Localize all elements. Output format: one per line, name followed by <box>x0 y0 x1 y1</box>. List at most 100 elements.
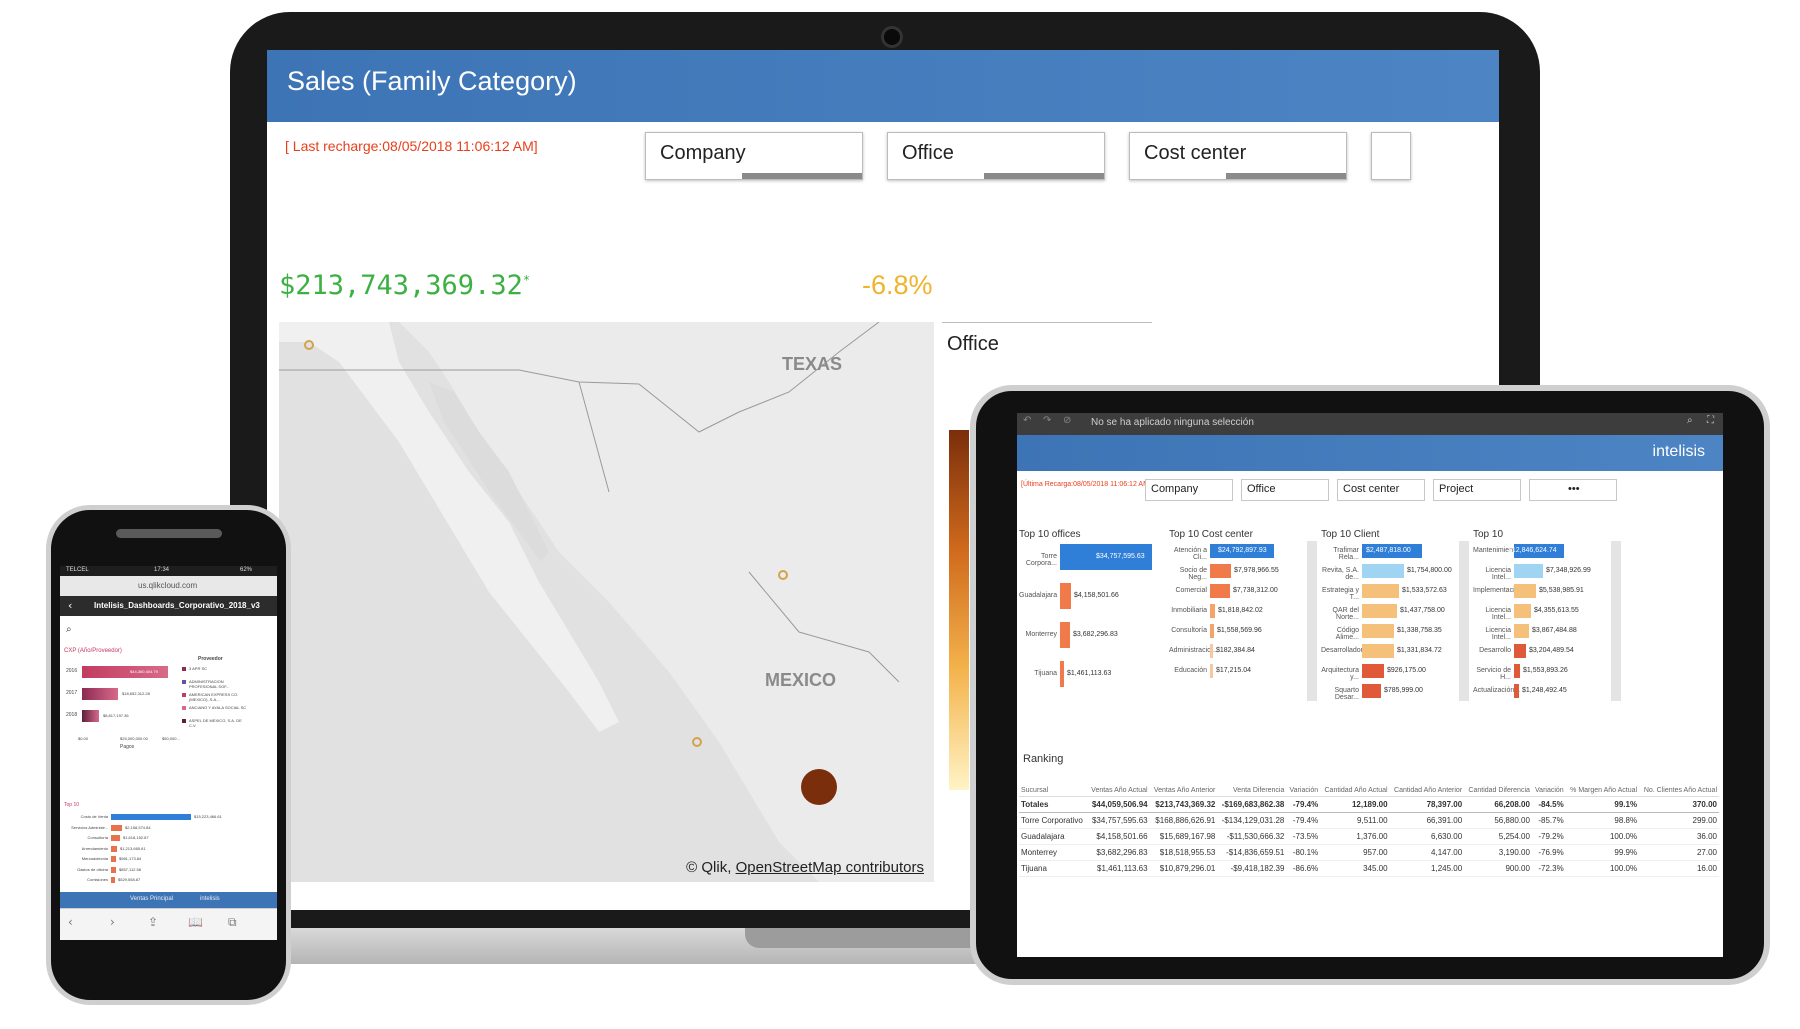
top10-bar[interactable] <box>111 845 117 852</box>
chart-scrollbar[interactable] <box>1459 541 1469 701</box>
bar[interactable] <box>1514 544 1564 558</box>
table-row[interactable]: Guadalajara $4,158,501.66 $15,689,167.98 -$… <box>1019 828 1719 845</box>
bar[interactable] <box>1362 684 1381 698</box>
bar[interactable] <box>1210 584 1230 598</box>
bar-label: Licencia Intel... <box>1485 627 1511 641</box>
top10-bar[interactable] <box>111 824 122 831</box>
top10-bar[interactable] <box>111 877 115 883</box>
legend-item[interactable]: 3 APR SC <box>189 666 208 671</box>
tablet-filter-cost-center[interactable]: Cost center <box>1337 479 1425 501</box>
bar[interactable] <box>1514 564 1543 578</box>
col-header[interactable]: No. Clientes Año Actual <box>1639 770 1719 797</box>
filter-more[interactable] <box>1371 132 1411 180</box>
url-bar[interactable]: us.qlikcloud.com <box>60 576 277 596</box>
legend-item[interactable]: ADMINISTRACION PROFESIONAL SOF... <box>189 679 230 689</box>
filter-cost-center[interactable]: Cost center <box>1129 132 1347 180</box>
bar[interactable] <box>1362 644 1394 658</box>
bar[interactable] <box>1362 624 1394 638</box>
table-cell: 66,391.00 <box>1389 812 1465 829</box>
cxp-bar[interactable] <box>82 688 118 700</box>
chart-scrollbar[interactable] <box>1307 541 1317 701</box>
top10-bar[interactable] <box>111 814 191 820</box>
tablet-filter-project[interactable]: Project <box>1433 479 1521 501</box>
osm-link[interactable]: OpenStreetMap contributors <box>735 859 924 876</box>
tablet-filter-company[interactable]: Company <box>1145 479 1233 501</box>
filter-company-label: Company <box>660 142 746 164</box>
search-icon[interactable]: ⌕ <box>1687 415 1693 426</box>
col-header[interactable]: Cantidad Año Actual <box>1320 770 1390 797</box>
map-point[interactable] <box>778 570 788 580</box>
col-header[interactable]: Cantidad Diferencia <box>1464 770 1532 797</box>
col-header[interactable]: Venta Diferencia <box>1217 770 1287 797</box>
col-header[interactable]: % Margen Año Actual <box>1565 770 1640 797</box>
bar[interactable] <box>1514 624 1529 638</box>
bar[interactable] <box>1362 544 1422 558</box>
cxp-bar[interactable] <box>82 710 99 722</box>
bar[interactable] <box>1514 644 1526 658</box>
back-icon[interactable]: ↶ <box>1023 415 1032 426</box>
bar[interactable] <box>1210 544 1274 558</box>
top10-value: $1,213,665.61 <box>120 845 146 851</box>
table-row[interactable]: Monterrey $3,682,296.83 $18,518,955.53 -$14… <box>1019 844 1719 861</box>
map-point[interactable] <box>304 340 314 350</box>
bar[interactable] <box>1060 544 1152 570</box>
bar[interactable] <box>1514 684 1519 698</box>
col-header[interactable]: Ventas Año Anterior <box>1149 770 1218 797</box>
search-icon[interactable]: ⌕ <box>66 624 72 635</box>
bar-value: $3,682,296.83 <box>1073 631 1118 638</box>
top10-label: Arrendamiento <box>81 845 108 851</box>
top10-bar[interactable] <box>111 866 116 873</box>
legend-item[interactable]: ASPEL DE MEXICO, S.A. DE C.V. <box>189 718 242 728</box>
bar[interactable] <box>1210 644 1213 658</box>
bar[interactable] <box>1210 604 1215 618</box>
footer-tab[interactable]: Ventas Principal <box>130 896 174 902</box>
bar[interactable] <box>1210 624 1214 638</box>
clear-icon[interactable]: ⊘ <box>1063 415 1072 426</box>
table-row[interactable]: Torre Corporativo $34,757,595.63 $168,886,… <box>1019 812 1719 829</box>
col-header[interactable]: Variación <box>1286 770 1321 797</box>
map-point[interactable] <box>692 737 702 747</box>
bar[interactable] <box>1362 664 1384 678</box>
bar[interactable] <box>1060 583 1071 609</box>
legend-item[interactable]: AMERICAN EXPRESS CO. (MEXICO), S.A.... <box>189 692 239 702</box>
cxp-bar[interactable] <box>82 666 168 678</box>
chart-scrollbar[interactable] <box>1611 541 1621 701</box>
bar[interactable] <box>1060 622 1070 648</box>
bar[interactable] <box>1210 664 1213 678</box>
tablet-filter-office[interactable]: Office <box>1241 479 1329 501</box>
back-icon[interactable]: ‹ <box>68 599 73 612</box>
bar[interactable] <box>1362 584 1399 598</box>
table-cell: -76.9% <box>1531 844 1566 861</box>
col-header[interactable]: Cantidad Año Anterior <box>1389 770 1465 797</box>
map-point[interactable] <box>801 769 837 805</box>
tablet-filter-more[interactable]: ••• <box>1529 479 1617 501</box>
totals-row[interactable]: Totales $44,059,506.94 $213,743,369.32 -$16… <box>1019 796 1719 813</box>
back-arrow-icon[interactable]: ‹ <box>68 915 73 929</box>
bar-value: $1,533,572.63 <box>1402 587 1447 594</box>
table-cell: 9,511.00 <box>1320 812 1390 829</box>
share-icon[interactable]: ⇪ <box>148 915 159 929</box>
col-header[interactable]: Variación <box>1531 770 1566 797</box>
bar[interactable] <box>1362 564 1404 578</box>
bookmarks-icon[interactable]: 📖 <box>188 915 203 929</box>
bar[interactable] <box>1060 661 1064 687</box>
fullscreen-icon[interactable]: ⛶ <box>1707 415 1714 426</box>
sales-map[interactable]: TEXAS MEXICO © Qlik, OpenStreetMap contr… <box>279 322 934 882</box>
forward-arrow-icon[interactable]: › <box>110 915 115 929</box>
tabs-icon[interactable]: ⧉ <box>228 915 237 929</box>
table-cell: -72.3% <box>1531 860 1566 877</box>
filter-office[interactable]: Office <box>887 132 1105 180</box>
col-header[interactable]: Ventas Año Actual <box>1087 770 1150 797</box>
bar[interactable] <box>1210 564 1231 578</box>
forward-icon[interactable]: ↷ <box>1043 415 1052 426</box>
bar[interactable] <box>1362 604 1397 618</box>
filter-company[interactable]: Company <box>645 132 863 180</box>
bar[interactable] <box>1514 664 1520 678</box>
col-header[interactable]: Sucursal <box>1019 770 1088 797</box>
legend-item[interactable]: ANCIANO Y AYALA SOCIAL SC <box>189 705 247 710</box>
top10-bar[interactable] <box>111 835 120 841</box>
top10-bar[interactable] <box>111 856 116 862</box>
bar[interactable] <box>1514 604 1531 618</box>
table-row[interactable]: Tijuana $1,461,113.63 $10,879,296.01 -$9,41… <box>1019 860 1719 877</box>
bar[interactable] <box>1514 584 1536 598</box>
